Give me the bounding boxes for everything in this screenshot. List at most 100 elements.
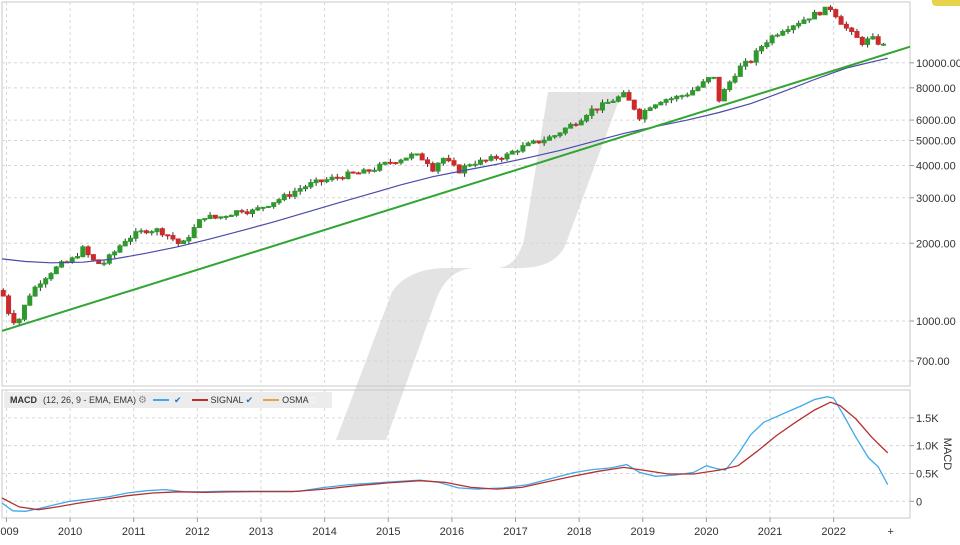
candle-up [472, 163, 478, 166]
candle-down [838, 16, 844, 25]
candle-up [584, 114, 590, 122]
candle-up [743, 60, 749, 67]
x-tick-label: 2013 [249, 526, 273, 538]
candle-up [610, 100, 616, 103]
candle-down [170, 235, 176, 240]
candle-down [143, 230, 149, 234]
candle-up [265, 205, 271, 208]
price-tick-label: 5000.00 [916, 136, 956, 148]
candle-down [854, 31, 860, 38]
check-icon: ✔ [245, 394, 254, 405]
candle-up [568, 123, 574, 129]
candle-up [652, 104, 658, 109]
candle-down [85, 246, 91, 256]
candle-up [117, 245, 123, 253]
candle-up [128, 237, 134, 242]
candle-up [658, 101, 664, 106]
price-tick-label: 3000.00 [916, 193, 956, 205]
candle-down [827, 6, 833, 11]
candle-down [430, 163, 436, 172]
candle-up [509, 150, 515, 155]
candle-up [308, 182, 314, 188]
candle-up [790, 25, 796, 31]
candle-up [297, 188, 303, 192]
x-tick-label: 2009 [0, 526, 19, 538]
candle-down [350, 171, 356, 174]
x-tick-label: 2017 [503, 526, 527, 538]
signal-swatch [191, 399, 208, 401]
candle-up [546, 136, 552, 141]
candle-down [637, 108, 643, 120]
x-tick-label: 2011 [122, 526, 146, 538]
x-tick-label: 2020 [694, 526, 718, 538]
candle-up [101, 262, 107, 265]
candle-down [536, 140, 542, 144]
legend-item-macd[interactable]: ✔ [153, 395, 186, 406]
candle-up [690, 90, 696, 96]
candle-up [361, 169, 367, 174]
candle-down [212, 214, 218, 219]
candle-up [880, 43, 886, 46]
candle-down [239, 210, 245, 213]
candle-up [149, 231, 155, 234]
price-tick-label: 700.00 [916, 356, 950, 368]
candle-up [271, 202, 277, 207]
candle-up [552, 135, 558, 138]
candle-up [371, 169, 377, 172]
candle-up [228, 214, 234, 217]
legend-item-signal[interactable]: SIGNAL ✔ [191, 394, 258, 406]
candle-up [398, 159, 404, 164]
candle-down [244, 211, 250, 215]
candle-up [647, 107, 653, 111]
candle-up [562, 127, 568, 134]
candle-up [785, 29, 791, 32]
x-tick-label: 2016 [440, 526, 464, 538]
settings-gear-icon[interactable]: ⚙ [138, 394, 147, 406]
macd-legend: MACD (12, 26, 9 - EMA, EMA) ⚙ ✔ SIGNAL ✔… [4, 392, 333, 408]
candle-down [456, 164, 462, 174]
candle-up [780, 30, 786, 36]
candle-up [53, 266, 59, 275]
candle-up [732, 75, 738, 83]
candle-up [578, 120, 584, 126]
candle-up [769, 35, 775, 44]
candle-up [196, 219, 202, 229]
candle-down [499, 157, 505, 160]
candle-down [483, 159, 489, 162]
macd-legend-title: MACD [10, 395, 37, 405]
candle-up [43, 278, 49, 285]
legend-item-osma[interactable]: OSMA □ [263, 395, 320, 405]
candle-up [525, 142, 531, 147]
candle-down [165, 234, 171, 237]
signal-line [1, 401, 889, 511]
candle-up [440, 157, 446, 164]
candle-up [467, 164, 473, 167]
candle-up [774, 34, 780, 37]
corner-tab[interactable] [932, 0, 960, 6]
x-tick-label: 2021 [758, 526, 782, 538]
candle-up [435, 162, 441, 172]
candle-up [37, 283, 43, 288]
candle-up [679, 95, 685, 98]
candle-down [493, 156, 499, 159]
candle-up [32, 286, 38, 297]
candle-up [541, 139, 547, 144]
candle-up [303, 186, 309, 190]
candle-up [112, 251, 118, 256]
price-tick-label: 6000.00 [916, 115, 956, 127]
candle-up [615, 96, 621, 102]
candle-up [674, 95, 680, 100]
x-tick-label: 2014 [312, 526, 336, 538]
candle-down [90, 254, 96, 261]
candle-down [817, 11, 823, 16]
candle-up [801, 19, 807, 24]
candle-up [870, 36, 876, 40]
candle-up [122, 240, 128, 247]
candle-up [668, 98, 674, 101]
candle-down [356, 172, 362, 175]
macd-tick-label: 0.5K [916, 468, 939, 480]
candle-up [812, 11, 818, 20]
candle-up [48, 273, 54, 280]
candle-up [865, 38, 871, 45]
